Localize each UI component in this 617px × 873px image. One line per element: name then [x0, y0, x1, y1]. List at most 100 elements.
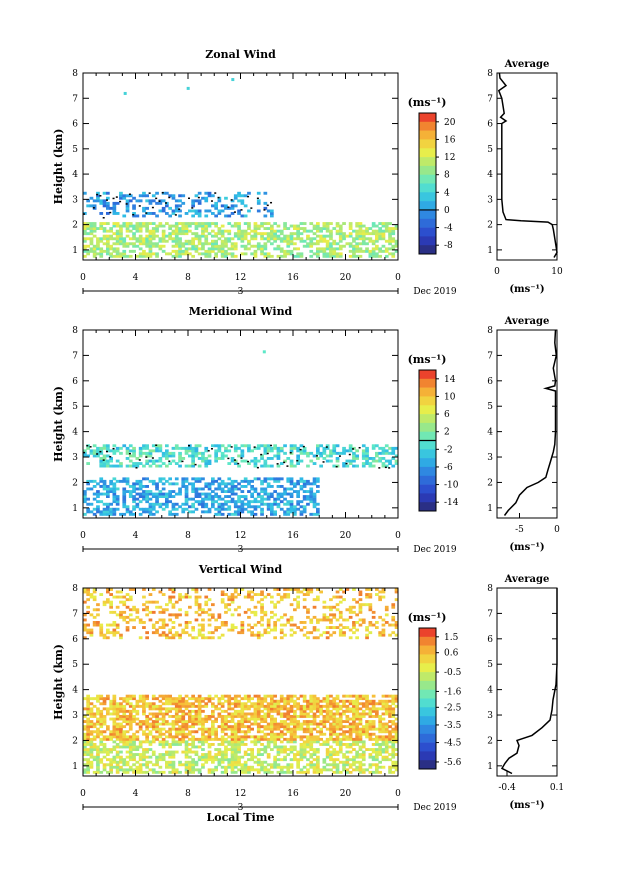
heatmap-cell: [119, 613, 123, 617]
heatmap-cell: [181, 252, 186, 256]
heatmap-cell: [217, 725, 222, 729]
heatmap-cell: [391, 755, 396, 759]
heatmap-cell: [161, 502, 166, 506]
heatmap-cell: [240, 510, 245, 514]
heatmap-cell: [106, 628, 110, 632]
heatmap-cell: [224, 446, 228, 450]
heatmap-cell: [184, 707, 189, 711]
heatmap-cell: [188, 497, 192, 501]
heatmap-cell: [296, 502, 300, 506]
heatmap-cell: [322, 446, 327, 450]
heatmap-cell: [293, 227, 297, 230]
heatmap-cell: [388, 730, 392, 734]
heatmap-cell: [115, 222, 120, 225]
heatmap-cell: [155, 224, 159, 228]
heatmap-cell: [296, 227, 300, 230]
heatmap-cell: [240, 507, 245, 511]
heatmap-cell: [237, 510, 241, 514]
heatmap-cell: [240, 214, 245, 218]
heatmap-cell: [184, 631, 189, 635]
heatmap-cell: [335, 603, 340, 607]
heatmap-cell: [171, 507, 176, 511]
heatmap-cell: [106, 727, 110, 731]
heatmap-cell: [299, 753, 304, 756]
heatmap-cell: [99, 254, 104, 258]
heatmap-cell: [263, 697, 268, 701]
heatmap-cell: [191, 239, 195, 243]
heatmap-cell: [158, 722, 163, 726]
heatmap-cell: [391, 760, 396, 764]
heatmap-cell: [128, 722, 133, 726]
heatmap-cell: [201, 222, 205, 225]
heatmap-cell: [302, 743, 307, 746]
heatmap-cell: [230, 485, 235, 488]
heatmap-cell: [165, 500, 169, 504]
heatmap-cell: [250, 712, 254, 716]
heatmap-cell: [214, 495, 218, 498]
heatmap-cell: [155, 621, 159, 624]
heatmap-cell: [237, 446, 241, 450]
heatmap-cell: [194, 715, 199, 718]
heatmap-cell: [96, 727, 100, 731]
heatmap-cell: [138, 479, 143, 483]
heatmap-cell: [99, 451, 104, 455]
heatmap-cell: [260, 510, 264, 514]
heatmap-cell: [381, 232, 386, 236]
heatmap-cell: [394, 753, 399, 756]
heatmap-cell: [375, 709, 379, 713]
heatmap-cell: [125, 722, 130, 726]
heatmap-cell: [319, 730, 323, 734]
heatmap-cell: [122, 497, 127, 501]
heatmap-cell: [184, 229, 189, 233]
heatmap-cell: [270, 595, 274, 599]
heatmap-cell: [247, 500, 251, 504]
heatmap-cell: [361, 730, 366, 734]
heatmap-cell: [148, 479, 153, 483]
heatmap-cell: [115, 254, 120, 258]
colorbar-segment: [419, 192, 436, 202]
heatmap-cell: [211, 244, 215, 248]
heatmap-cell: [237, 507, 241, 511]
heatmap-cell: [345, 707, 350, 711]
heatmap-cell: [302, 735, 307, 739]
heatmap-cell: [316, 618, 320, 622]
heatmap-cell: [168, 600, 172, 604]
heatmap-cell: [161, 507, 166, 511]
heatmap-cell: [145, 613, 149, 617]
heatmap-cell: [174, 229, 179, 233]
heatmap-cell: [381, 451, 386, 455]
heatmap-cell: [96, 227, 100, 230]
y-tick-label: 1: [72, 504, 78, 514]
heatmap-cell: [227, 702, 232, 706]
heatmap-cell: [106, 462, 110, 465]
heatmap-cell: [161, 623, 166, 627]
heatmap-cell: [119, 451, 123, 455]
heatmap-cell: [99, 770, 104, 774]
heatmap-cell: [201, 753, 205, 756]
heatmap-cell: [220, 505, 225, 509]
heatmap-cell: [171, 753, 176, 756]
heatmap-cell: [184, 222, 189, 225]
heatmap-cell: [168, 699, 172, 703]
heatmap-cell: [240, 740, 245, 744]
heatmap-cell: [191, 694, 195, 698]
heatmap-cell: [132, 505, 136, 509]
heatmap-cell: [122, 222, 127, 225]
heatmap-cell: [99, 462, 104, 465]
heatmap-cell: [191, 704, 195, 708]
heatmap-cell: [365, 227, 369, 230]
heatmap-cell: [283, 712, 287, 716]
heatmap-cell: [171, 502, 176, 506]
heatmap-cell: [188, 222, 192, 225]
heatmap-cell: [197, 740, 202, 744]
heatmap-cell: [135, 770, 140, 774]
heatmap-cell: [253, 512, 258, 516]
heatmap-cell: [204, 459, 209, 463]
heatmap-cell: [296, 590, 300, 594]
heatmap-cell: [243, 720, 248, 723]
heatmap-cell: [286, 768, 291, 772]
avg-y-tick-label: 7: [487, 94, 493, 104]
heatmap-cell: [89, 732, 94, 736]
heatmap-cell: [178, 232, 182, 236]
heatmap-cell: [352, 598, 356, 602]
